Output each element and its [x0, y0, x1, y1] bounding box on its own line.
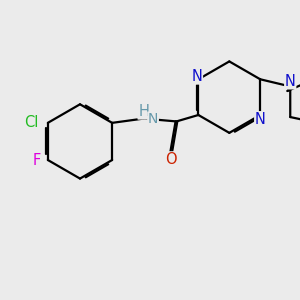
Text: N: N — [285, 74, 296, 89]
Text: N: N — [191, 69, 203, 84]
Text: F: F — [32, 152, 41, 167]
Text: N: N — [255, 112, 266, 127]
Text: N: N — [148, 112, 158, 126]
Text: O: O — [165, 152, 177, 167]
Text: H: H — [138, 104, 149, 119]
Text: Cl: Cl — [24, 116, 39, 130]
